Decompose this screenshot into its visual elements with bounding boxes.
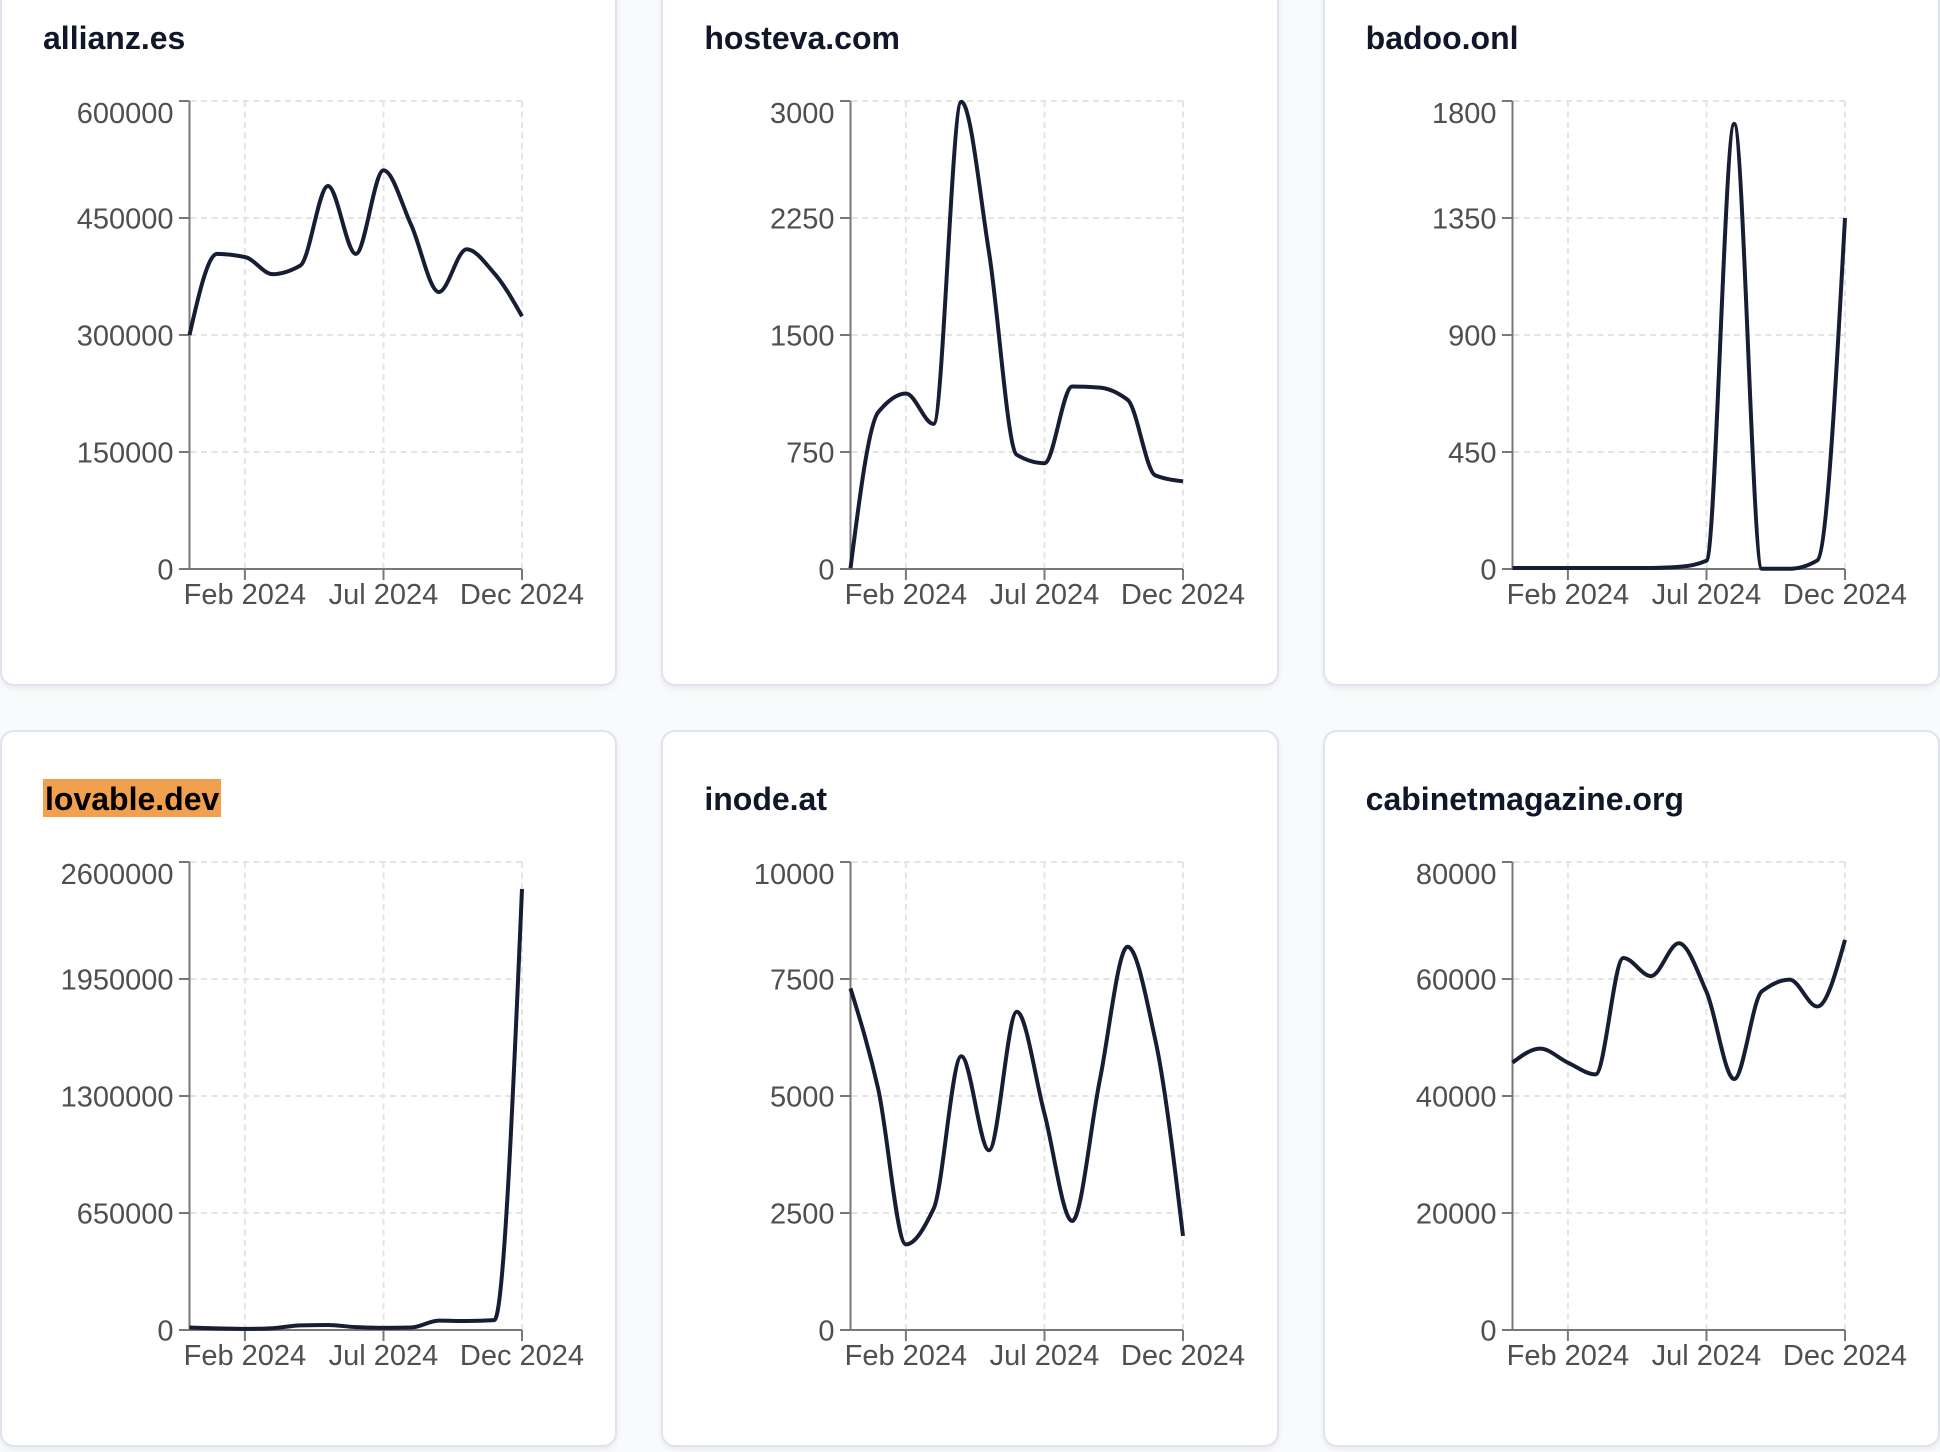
svg-text:3000: 3000: [770, 98, 835, 130]
svg-text:40000: 40000: [1416, 1081, 1497, 1113]
svg-text:300000: 300000: [77, 320, 174, 352]
svg-text:Dec 2024: Dec 2024: [460, 1340, 584, 1372]
svg-text:1800: 1800: [1432, 98, 1497, 130]
svg-text:750: 750: [786, 437, 834, 469]
svg-text:Feb 2024: Feb 2024: [184, 579, 307, 611]
svg-text:Feb 2024: Feb 2024: [1506, 1340, 1629, 1372]
svg-text:1300000: 1300000: [61, 1081, 174, 1113]
svg-text:2250: 2250: [770, 203, 835, 235]
svg-text:Jul 2024: Jul 2024: [990, 579, 1100, 611]
svg-text:Feb 2024: Feb 2024: [184, 1340, 307, 1372]
svg-text:Dec 2024: Dec 2024: [1783, 1340, 1907, 1372]
svg-text:2500: 2500: [770, 1198, 835, 1230]
svg-text:60000: 60000: [1416, 964, 1497, 996]
svg-text:1950000: 1950000: [61, 964, 174, 996]
svg-text:Dec 2024: Dec 2024: [460, 579, 584, 611]
svg-text:Jul 2024: Jul 2024: [1651, 1340, 1761, 1372]
svg-text:Feb 2024: Feb 2024: [845, 1340, 968, 1372]
svg-text:150000: 150000: [77, 437, 174, 469]
svg-text:7500: 7500: [770, 964, 835, 996]
svg-text:650000: 650000: [77, 1198, 174, 1230]
svg-text:0: 0: [157, 554, 173, 586]
svg-text:0: 0: [819, 1315, 835, 1347]
svg-text:Dec 2024: Dec 2024: [1121, 579, 1245, 611]
svg-text:450: 450: [1448, 437, 1496, 469]
svg-text:10000: 10000: [754, 859, 835, 891]
svg-text:0: 0: [1480, 554, 1496, 586]
svg-text:5000: 5000: [770, 1081, 835, 1113]
svg-text:Feb 2024: Feb 2024: [1506, 579, 1629, 611]
svg-text:Dec 2024: Dec 2024: [1121, 1340, 1245, 1372]
svg-text:Jul 2024: Jul 2024: [990, 1340, 1100, 1372]
svg-text:450000: 450000: [77, 203, 174, 235]
svg-text:Feb 2024: Feb 2024: [845, 579, 968, 611]
svg-text:Jul 2024: Jul 2024: [329, 579, 439, 611]
svg-text:900: 900: [1448, 320, 1496, 352]
svg-text:Jul 2024: Jul 2024: [329, 1340, 439, 1372]
svg-text:Jul 2024: Jul 2024: [1651, 579, 1761, 611]
svg-text:600000: 600000: [77, 98, 174, 130]
svg-text:1350: 1350: [1432, 203, 1497, 235]
svg-text:20000: 20000: [1416, 1198, 1497, 1230]
svg-text:0: 0: [1480, 1315, 1496, 1347]
svg-text:0: 0: [157, 1315, 173, 1347]
svg-text:1500: 1500: [770, 320, 835, 352]
svg-text:80000: 80000: [1416, 859, 1497, 891]
svg-text:2600000: 2600000: [61, 859, 174, 891]
svg-text:0: 0: [819, 554, 835, 586]
svg-text:Dec 2024: Dec 2024: [1783, 579, 1907, 611]
